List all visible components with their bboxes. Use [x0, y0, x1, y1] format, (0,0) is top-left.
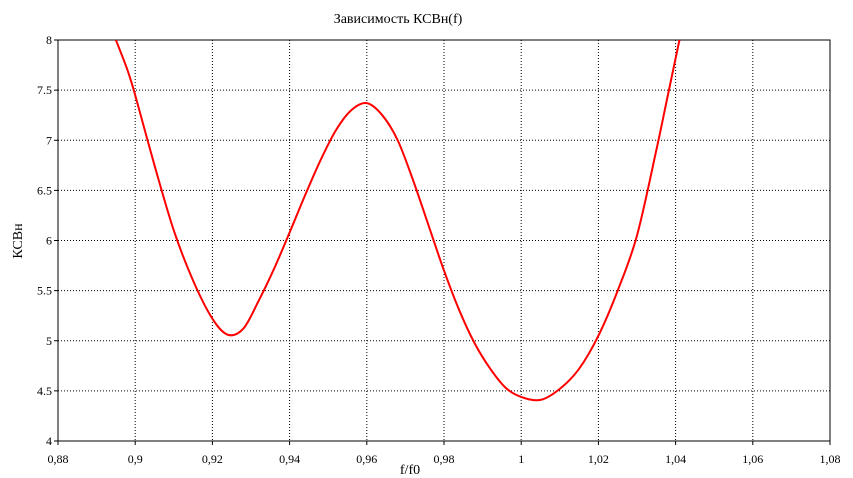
x-axis-label: f/f0	[400, 463, 420, 478]
series-layer	[114, 39, 681, 402]
x-tick-label: 1	[518, 452, 524, 466]
y-tick-label: 5	[46, 334, 52, 348]
y-tick-label: 5.5	[37, 284, 52, 298]
x-tick-label: 0,96	[356, 452, 377, 466]
y-tick-label: 4.5	[37, 384, 52, 398]
y-axis: 4 4.5 5 5.5 6 6.5 7 7.5 8	[37, 33, 58, 448]
x-tick-label: 0,9	[128, 452, 143, 466]
x-axis: 0,88 0,9 0,92 0,94 0,96 0,98 1 1,02 1,04 1,06 1,08	[48, 441, 841, 466]
y-axis-label: КСВн	[11, 223, 26, 259]
grid	[58, 40, 830, 441]
x-tick-label: 1,08	[820, 452, 841, 466]
x-tick-label: 1,04	[665, 452, 686, 466]
y-tick-label: 6	[46, 234, 52, 248]
chart-title: Зависимость КСВн(f)	[334, 12, 463, 27]
x-tick-label: 0,98	[434, 452, 455, 466]
y-tick-label: 4	[46, 434, 52, 448]
y-tick-label: 7.5	[37, 83, 52, 97]
y-tick-label: 7	[46, 133, 52, 147]
y-tick-label: 8	[46, 33, 52, 47]
x-tick-label: 1,02	[588, 452, 609, 466]
x-tick-label: 0,92	[202, 452, 223, 466]
x-tick-label: 1,06	[742, 452, 763, 466]
x-tick-label: 0,88	[48, 452, 69, 466]
x-tick-label: 0,94	[279, 452, 300, 466]
series-line	[114, 39, 681, 402]
y-tick-label: 6.5	[37, 183, 52, 197]
